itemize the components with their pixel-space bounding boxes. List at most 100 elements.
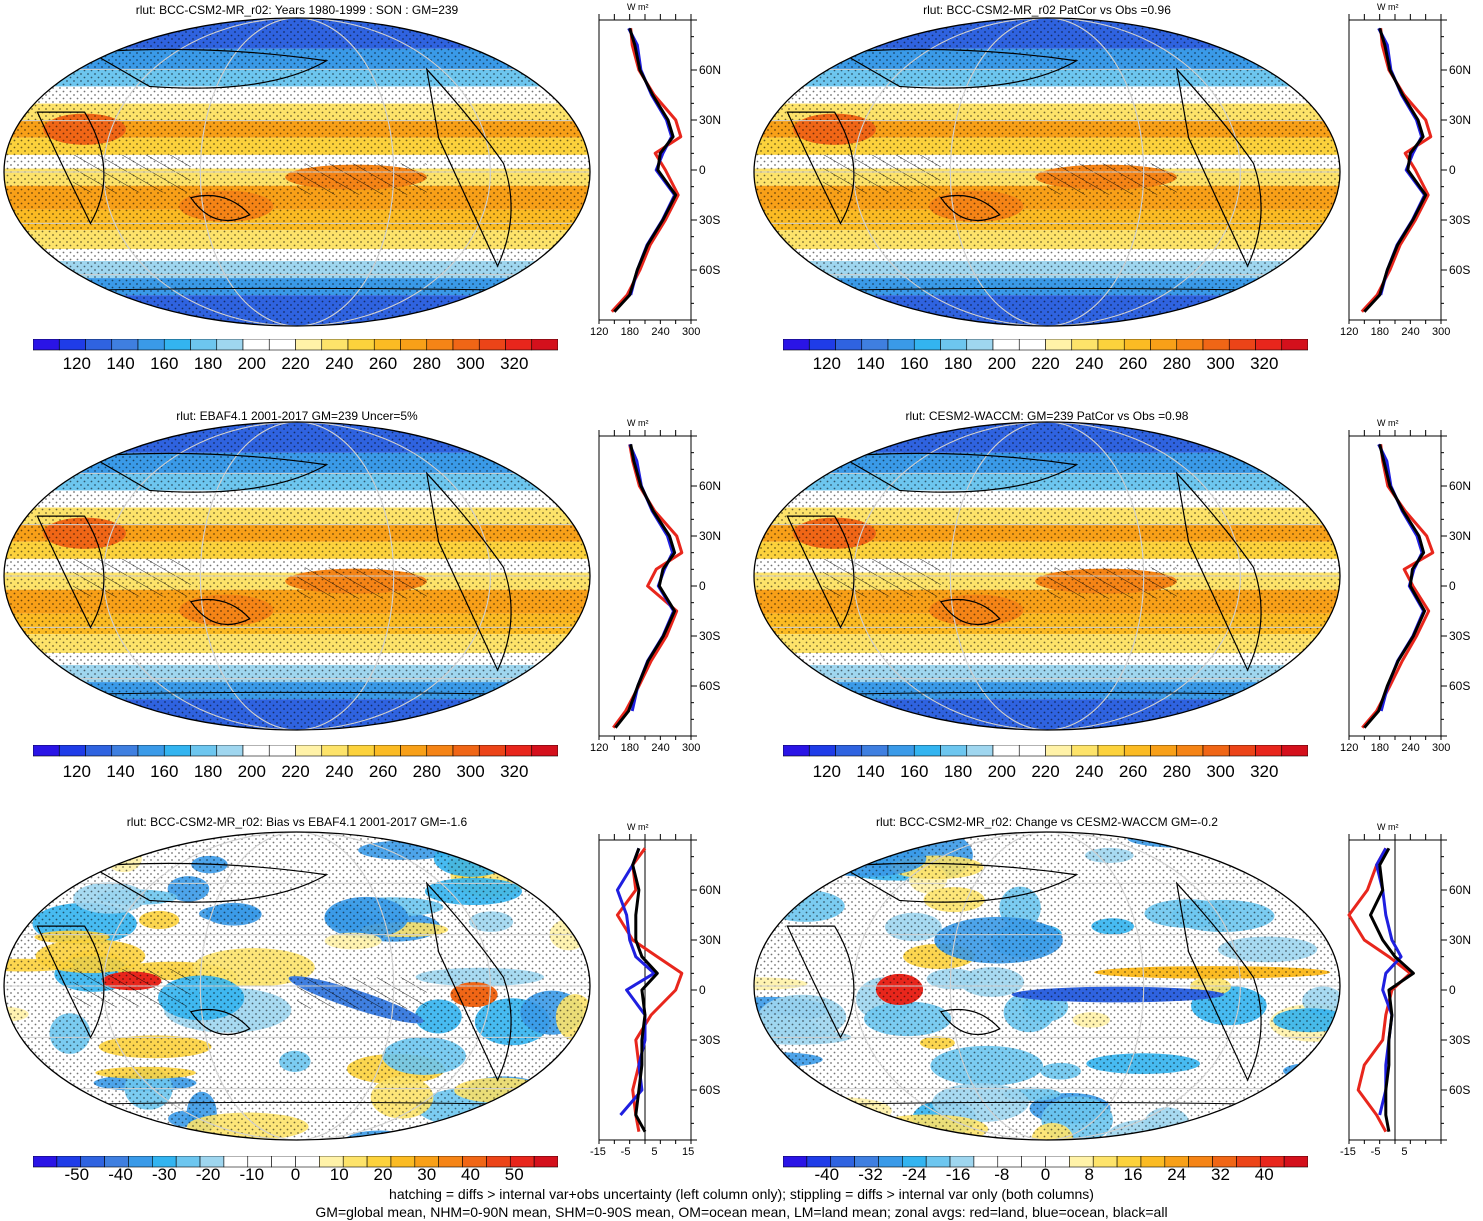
colorbar-tick-label: -16: [945, 1165, 971, 1184]
colorbar-tick-label: 280: [412, 354, 441, 373]
zonal-line-ocean: [615, 847, 656, 1116]
map-plot: [753, 421, 1341, 731]
zonal-lat-label: 60N: [1449, 883, 1472, 897]
footer-line-1: hatching = diffs > internal var+obs unce…: [389, 1186, 1094, 1202]
zonal-lat-label: 0: [699, 163, 706, 177]
colorbar-tick-label: 180: [943, 762, 973, 781]
zonal-unit-label: W m²: [1377, 418, 1399, 428]
colorbar-swatch: [85, 339, 113, 351]
zonal-lat-label: 30N: [1449, 529, 1472, 543]
zonal-lat-label: 30S: [699, 1033, 721, 1047]
zonal-lat-label: 30N: [699, 113, 722, 127]
colorbar-tick-label: 40: [461, 1165, 480, 1184]
colorbar-swatch: [835, 339, 863, 351]
colorbar-tick-label: 32: [1211, 1165, 1230, 1184]
zonal-lat-label: 30N: [1449, 933, 1472, 947]
zonal-unit-label: W m²: [627, 822, 649, 832]
colorbar-tick-label: 300: [456, 354, 485, 373]
zonal-x-tick-label: 180: [1370, 742, 1390, 754]
zonal-x-tick-label: -15: [1340, 1146, 1356, 1158]
colorbar-tick-label: 320: [1250, 762, 1279, 781]
colorbar-tick-label: 220: [281, 354, 310, 373]
colorbar-tick-label: 120: [812, 762, 841, 781]
panel-title: rlut: BCC-CSM2-MR_r02: Change vs CESM2-W…: [876, 815, 1218, 829]
colorbar-swatch: [1150, 745, 1178, 757]
zonal-mean-plot: [1348, 430, 1447, 740]
zonal-lat-label: 60N: [699, 63, 722, 77]
colorbar-tick-label: 220: [281, 762, 310, 781]
colorbar-swatch: [1176, 339, 1204, 351]
colorbar-tick-label: 220: [1031, 354, 1060, 373]
zonal-x-tick-label: 120: [590, 326, 609, 338]
colorbar-swatch: [1097, 745, 1125, 757]
map-plot: [753, 831, 1341, 1141]
colorbar-swatch: [835, 745, 863, 757]
colorbar-tick-label: 260: [1118, 762, 1148, 781]
zonal-line-all: [614, 444, 677, 729]
colorbar-swatch: [1150, 339, 1178, 351]
colorbar-swatch: [1045, 745, 1073, 757]
colorbar: [33, 339, 558, 351]
zonal-mean-plot: [1348, 14, 1447, 324]
colorbar-tick-label: 160: [900, 762, 929, 781]
colorbar-swatch: [1228, 745, 1256, 757]
zonal-line-ocean: [1377, 443, 1426, 712]
zonal-mean-plot: [598, 14, 697, 324]
colorbar-swatch: [400, 339, 428, 351]
colorbar-tick-label: 200: [987, 762, 1016, 781]
colorbar-tick-label: 180: [193, 354, 223, 373]
colorbar-tick-label: 200: [237, 354, 266, 373]
colorbar-swatch: [1255, 339, 1283, 351]
colorbar: [783, 1156, 1308, 1168]
colorbar-tick-label: 120: [62, 354, 91, 373]
zonal-line-land: [615, 847, 684, 1132]
colorbar-swatch: [216, 339, 244, 351]
zonal-line-all: [1363, 27, 1428, 313]
colorbar-tick-label: -10: [239, 1165, 265, 1184]
colorbar-swatch: [190, 745, 218, 757]
colorbar-swatch: [1202, 745, 1230, 757]
colorbar-swatch: [1140, 1156, 1166, 1168]
zonal-lat-label: 0: [699, 983, 706, 997]
colorbar-tick-label: 160: [900, 354, 929, 373]
colorbar-swatch: [373, 745, 401, 757]
colorbar-swatch: [216, 745, 244, 757]
zonal-lat-label: 30N: [1449, 113, 1472, 127]
zonal-line-land: [1360, 28, 1433, 313]
zonal-x-tick-label: 240: [651, 326, 670, 338]
colorbar-swatch: [1176, 745, 1204, 757]
colorbar-swatch: [58, 339, 86, 351]
zonal-line-land: [1361, 444, 1435, 729]
colorbar-tick-label: 140: [856, 762, 885, 781]
colorbar-tick-label: 160: [150, 354, 179, 373]
zonal-mean-plot: [598, 834, 697, 1144]
colorbar-swatch: [783, 745, 810, 757]
zonal-lat-label: 60S: [699, 263, 721, 277]
zonal-lat-label: 60S: [699, 1083, 721, 1097]
colorbar-tick-label: 120: [62, 762, 91, 781]
colorbar-swatch: [861, 745, 889, 757]
colorbar-swatch: [33, 745, 60, 757]
colorbar-swatch: [1188, 1156, 1213, 1168]
colorbar-swatch: [1283, 1156, 1308, 1168]
colorbar-swatch: [940, 339, 968, 351]
colorbar-tick-label: 8: [1084, 1165, 1094, 1184]
zonal-lat-label: 30S: [699, 213, 721, 227]
colorbar-swatch: [438, 1156, 463, 1168]
colorbar-swatch: [913, 745, 941, 757]
panel-title: rlut: BCC-CSM2-MR_r02: Years 1980-1999 :…: [135, 3, 459, 17]
colorbar-tick-label: 180: [193, 762, 223, 781]
colorbar-tick-label: -8: [994, 1165, 1010, 1184]
zonal-x-tick-label: 180: [620, 742, 640, 754]
colorbar-tick-label: -24: [901, 1165, 927, 1184]
zonal-lat-label: 0: [699, 579, 706, 593]
zonal-lat-label: 60S: [1449, 263, 1471, 277]
colorbar-swatch: [137, 745, 165, 757]
colorbar: [33, 745, 558, 757]
zonal-line-land: [612, 444, 684, 729]
zonal-lat-label: 0: [1449, 163, 1456, 177]
colorbar-swatch: [505, 339, 533, 351]
colorbar-tick-label: -30: [151, 1165, 177, 1184]
colorbar-swatch: [426, 745, 454, 757]
zonal-x-tick-label: -15: [590, 1146, 606, 1158]
